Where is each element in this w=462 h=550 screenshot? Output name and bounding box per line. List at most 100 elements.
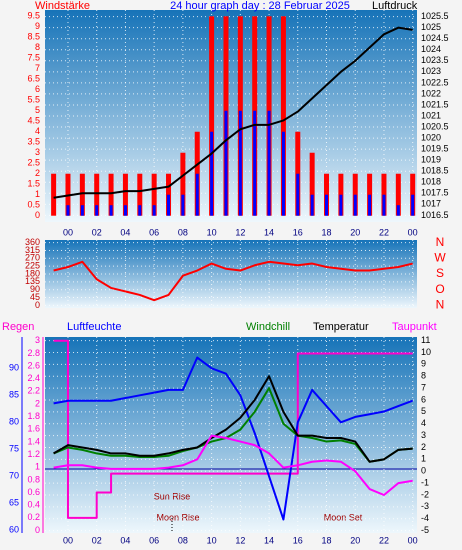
y2-tick-label: 1023 — [421, 66, 441, 76]
y3-tick-label: 2.8 — [27, 348, 40, 358]
y-tick-label: 60 — [9, 525, 19, 535]
y-tick-label: 180 — [25, 268, 40, 278]
y2-tick-label: 1024 — [421, 44, 441, 54]
y-tick-label: 315 — [25, 245, 40, 255]
wind-bar — [309, 152, 315, 216]
y2-tick-label: 1019.5 — [421, 144, 449, 154]
wind-bar — [281, 131, 285, 216]
y2-tick-label: 9 — [421, 359, 426, 369]
y3-tick-label: 2 — [35, 398, 40, 408]
y-tick-label: 9 — [35, 21, 40, 31]
wind-bar — [138, 205, 142, 216]
wind-bar — [209, 16, 215, 216]
annotation: Moon Rise — [156, 512, 199, 522]
x-tick-label: 18 — [322, 535, 332, 545]
wind-bar — [151, 173, 157, 216]
y-tick-label: 5.5 — [27, 95, 40, 105]
x-tick-label: 06 — [149, 535, 159, 545]
y3-tick-label: 1 — [35, 462, 40, 472]
x-tick-label: 16 — [293, 535, 303, 545]
y3-tick-label: 2.6 — [27, 360, 40, 370]
y-tick-label: 270 — [25, 253, 40, 263]
y2-tick-label: 1025.5 — [421, 11, 449, 21]
wind-bar — [108, 173, 114, 216]
y2-tick-label: N — [436, 298, 445, 312]
y2-tick-label: 1020.5 — [421, 121, 449, 131]
wind-bar — [94, 173, 100, 216]
y-tick-label: 8.5 — [27, 32, 40, 42]
wind-bar — [137, 173, 143, 216]
x-tick-label: 12 — [235, 227, 245, 237]
y3-tick-label: 2.4 — [27, 373, 40, 383]
y2-tick-label: 1021 — [421, 110, 441, 120]
wind-bar — [181, 194, 185, 216]
wind-bar — [66, 205, 70, 216]
series-line — [53, 356, 414, 521]
y-tick-label: 0 — [35, 300, 40, 310]
x-tick-label: 00 — [63, 227, 73, 237]
x-tick-label: 14 — [264, 227, 274, 237]
y2-tick-label: 1021.5 — [421, 99, 449, 109]
legend-label: Taupunkt — [392, 321, 437, 333]
y3-tick-label: 1.6 — [27, 424, 40, 434]
y-tick-label: 90 — [9, 363, 19, 373]
data-line — [53, 260, 413, 302]
y-tick-label: 225 — [25, 261, 40, 271]
y-tick-label: 6.5 — [27, 74, 40, 84]
y-tick-label: 65 — [9, 498, 19, 508]
y-tick-label: 7.5 — [27, 53, 40, 63]
y2-tick-label: -5 — [421, 525, 429, 535]
legend-label: Windchill — [246, 321, 290, 333]
x-tick-label: 00 — [408, 535, 418, 545]
annotation: Moon Set — [324, 512, 363, 522]
wind-bar — [51, 173, 57, 216]
y2-tick-label: -2 — [421, 489, 429, 499]
y3-tick-label: 3 — [35, 335, 40, 345]
x-tick-label: 06 — [149, 227, 159, 237]
wind-bar — [253, 110, 257, 216]
y2-tick-label: -1 — [421, 477, 429, 487]
wind-bar — [310, 194, 314, 216]
y2-tick-label: 1022 — [421, 88, 441, 98]
wind-bar — [396, 205, 400, 216]
y-axis-label: Windstärke — [35, 0, 90, 12]
y2-tick-label: 1018 — [421, 177, 441, 187]
y-tick-label: 1 — [35, 189, 40, 199]
y3-tick-label: 1.8 — [27, 411, 40, 421]
wind-bar — [325, 194, 329, 216]
y2-tick-label: O — [435, 282, 444, 296]
y2-tick-label: N — [436, 235, 445, 249]
series-line — [53, 339, 413, 519]
y2-tick-label: 1022.5 — [421, 77, 449, 87]
series-line — [53, 375, 413, 463]
x-tick-label: 14 — [264, 535, 274, 545]
x-tick-label: 02 — [92, 535, 102, 545]
wind-bar — [353, 194, 357, 216]
y2-axis-label: Luftdruck — [372, 0, 418, 12]
x-tick-label: 20 — [350, 227, 360, 237]
x-tick-label: 00 — [408, 227, 418, 237]
y-tick-label: 9.5 — [27, 11, 40, 21]
y-tick-label: 7 — [35, 63, 40, 73]
x-tick-label: 04 — [120, 535, 130, 545]
y2-tick-label: 4 — [421, 418, 426, 428]
wind-bar — [368, 194, 372, 216]
wind-bar — [267, 110, 271, 216]
y2-tick-label: 1024.5 — [421, 33, 449, 43]
annotation: Sun Rise — [154, 491, 191, 501]
y-tick-label: 70 — [9, 471, 19, 481]
y-tick-label: 5 — [35, 105, 40, 115]
y-tick-label: 75 — [9, 444, 19, 454]
x-tick-label: 02 — [92, 227, 102, 237]
y-tick-label: 45 — [30, 292, 40, 302]
y2-tick-label: W — [434, 250, 446, 264]
wind-bar — [95, 205, 99, 216]
wind-bar — [210, 131, 214, 216]
y2-tick-label: 11 — [421, 335, 430, 345]
y3-tick-label: 0.4 — [27, 500, 40, 510]
legend-label: Temperatur — [313, 321, 369, 333]
x-tick-label: 18 — [322, 227, 332, 237]
y3-tick-label: 0 — [35, 525, 40, 535]
y-tick-label: 85 — [9, 390, 19, 400]
y-tick-label: 3 — [35, 147, 40, 157]
